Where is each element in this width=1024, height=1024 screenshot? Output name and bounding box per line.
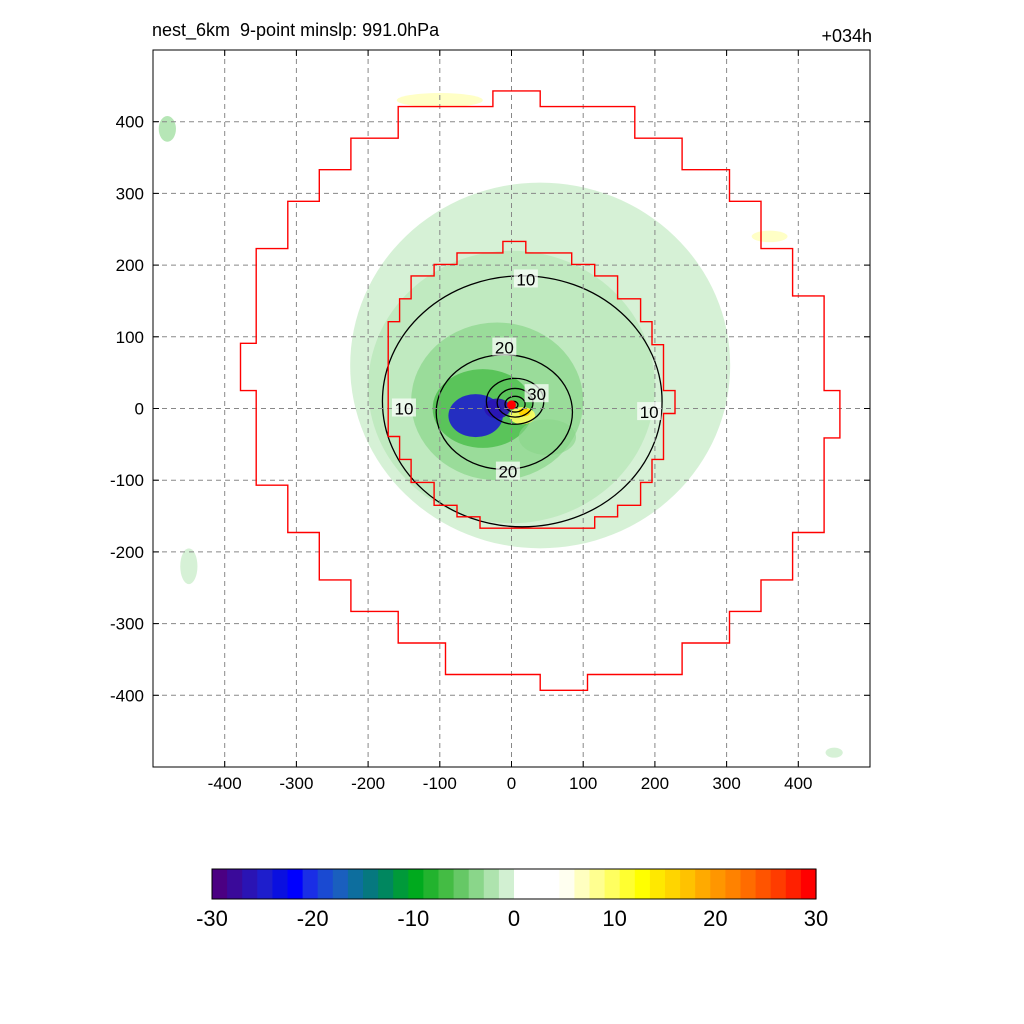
wind-shading-11 bbox=[825, 747, 843, 758]
colorbar-swatch bbox=[212, 869, 228, 899]
colorbar-tick-label: 20 bbox=[703, 906, 727, 931]
contour-label: 20 bbox=[495, 339, 514, 358]
x-tick-label: -400 bbox=[208, 774, 242, 793]
colorbar-tick-label: 30 bbox=[804, 906, 828, 931]
colorbar-swatch bbox=[272, 869, 289, 899]
y-tick-label: -200 bbox=[110, 543, 144, 562]
outer-boundary bbox=[239, 90, 841, 691]
y-tick-label: 0 bbox=[135, 400, 144, 419]
colorbar-swatch bbox=[227, 869, 243, 899]
wind-shading-12 bbox=[396, 93, 483, 108]
y-tick-label: -300 bbox=[110, 615, 144, 634]
field-layer bbox=[158, 93, 843, 758]
colorbar-swatch bbox=[770, 869, 787, 899]
plot-area: 10 20 30 10 10 20 -400 -300 -200 -100 0 100 200 300 40… bbox=[110, 49, 871, 793]
colorbar-swatch bbox=[544, 869, 560, 899]
colorbar-swatch bbox=[695, 869, 711, 899]
contour-label-bg bbox=[524, 384, 549, 403]
colorbar-swatch bbox=[604, 869, 621, 899]
colorbar-swatch bbox=[453, 869, 470, 899]
x-tick-label: -200 bbox=[351, 774, 385, 793]
wind-shading-13 bbox=[751, 230, 788, 243]
colorbar-swatch bbox=[529, 869, 545, 899]
x-tick-label: 100 bbox=[569, 774, 597, 793]
contour-label: 20 bbox=[498, 463, 517, 482]
wind-shading-9 bbox=[158, 115, 176, 142]
colorbar-swatch bbox=[800, 869, 817, 899]
colorbar-swatch bbox=[559, 869, 575, 899]
y-tick-label: -100 bbox=[110, 471, 144, 490]
colorbar-swatch bbox=[363, 869, 379, 899]
wind-shading-8 bbox=[518, 419, 577, 456]
contour-label: 10 bbox=[640, 403, 659, 422]
contour-30b bbox=[496, 387, 534, 418]
colorbar-swatch bbox=[710, 869, 726, 899]
x-tick-label: -100 bbox=[423, 774, 457, 793]
colorbar-swatch bbox=[408, 869, 424, 899]
colorbar-swatch bbox=[514, 869, 530, 899]
contour-label-bg bbox=[391, 398, 416, 417]
colorbar-swatch bbox=[680, 869, 696, 899]
forecast-hour-label: +034h bbox=[821, 26, 872, 46]
storm-center-marker bbox=[507, 400, 516, 410]
colorbar-tick-label: -20 bbox=[297, 906, 329, 931]
colorbar-swatch bbox=[740, 869, 757, 899]
colorbar-swatch bbox=[619, 869, 636, 899]
contour-label-bg bbox=[492, 337, 517, 356]
x-tick-label: 300 bbox=[712, 774, 740, 793]
contour-30c bbox=[504, 395, 526, 413]
y-tick-label: 200 bbox=[116, 256, 144, 275]
colorbar-tick-label: -10 bbox=[397, 906, 429, 931]
x-tick-label: 0 bbox=[507, 774, 516, 793]
colorbar-tick-label: 0 bbox=[508, 906, 520, 931]
chart-title: nest_6km 9-point minslp: 991.0hPa bbox=[152, 20, 440, 40]
colorbar-swatch bbox=[574, 869, 591, 899]
colorbar-swatch bbox=[287, 869, 304, 899]
contour-label: 30 bbox=[527, 385, 546, 404]
colorbar-tick-label: -30 bbox=[196, 906, 228, 931]
colorbar-swatch bbox=[589, 869, 606, 899]
x-tick-label: 400 bbox=[784, 774, 812, 793]
colorbar-swatch bbox=[257, 869, 273, 899]
wind-shading-10 bbox=[180, 548, 198, 585]
colorbar-swatch bbox=[468, 869, 485, 899]
colorbar-swatch bbox=[242, 869, 258, 899]
y-tick-label: -400 bbox=[110, 686, 144, 705]
contour-label-bg bbox=[495, 461, 520, 480]
inner-boundary bbox=[387, 240, 676, 529]
y-tick-label: 100 bbox=[116, 328, 144, 347]
colorbar-swatch bbox=[332, 869, 349, 899]
y-tick-label: 300 bbox=[116, 184, 144, 203]
colorbar-swatch bbox=[317, 869, 334, 899]
colorbar-swatch bbox=[785, 869, 802, 899]
colorbar-swatch bbox=[393, 869, 409, 899]
colorbar-swatch bbox=[378, 869, 394, 899]
colorbar-tick-label: 10 bbox=[602, 906, 626, 931]
colorbar-swatch bbox=[498, 869, 515, 899]
contour-label-bg bbox=[637, 402, 662, 421]
colorbar-swatch bbox=[755, 869, 772, 899]
colorbar-swatch bbox=[634, 869, 651, 899]
colorbar-swatch bbox=[649, 869, 666, 899]
colorbar-swatch bbox=[347, 869, 364, 899]
x-tick-label: -300 bbox=[279, 774, 313, 793]
y-tick-label: 400 bbox=[116, 113, 144, 132]
colorbar-swatch bbox=[483, 869, 500, 899]
colorbar-swatch bbox=[665, 869, 681, 899]
colorbar-swatch bbox=[725, 869, 742, 899]
colorbar-swatch bbox=[423, 869, 440, 899]
colorbar-swatch bbox=[438, 869, 455, 899]
colorbar-frame bbox=[211, 868, 817, 900]
contour-label: 10 bbox=[516, 270, 535, 289]
x-tick-label: 200 bbox=[641, 774, 669, 793]
contour-label-bg bbox=[513, 269, 538, 288]
contour-label: 10 bbox=[394, 400, 413, 419]
colorbar-swatch bbox=[302, 869, 319, 899]
